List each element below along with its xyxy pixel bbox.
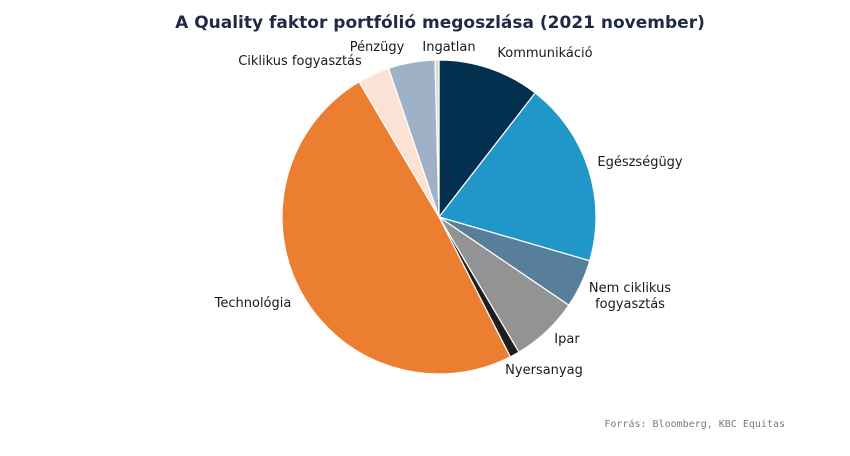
slice-label-1: Kommunikáció [497, 46, 592, 61]
slice-label-6: Technológia [214, 296, 292, 311]
pie-slice-2 [437, 92, 597, 262]
slice-label-7: Ciklikus fogyasztás [238, 54, 362, 69]
slice-label-8: Pénzügy [350, 40, 405, 55]
slice-label-4: Ipar [554, 332, 580, 347]
source-note: Forrás: Bloomberg, KBC Equitas [604, 418, 785, 430]
slice-label-3: Nem ciklikus fogyasztás [589, 281, 671, 312]
pie-slices [281, 59, 597, 375]
pie-labels: Kommunikáció Egészségügy Nem ciklikus fogya… [214, 40, 683, 378]
slice-label-2: Egészségügy [597, 155, 683, 170]
slice-label-9: Ingatlan [422, 40, 475, 55]
pie-slice-6 [281, 81, 512, 375]
chart-title: A Quality faktor portfólió megoszlása (2… [175, 13, 705, 33]
pie-slice-1 [438, 59, 537, 219]
slice-label-5: Nyersanyag [505, 363, 583, 378]
pie-slice-9 [434, 59, 440, 218]
